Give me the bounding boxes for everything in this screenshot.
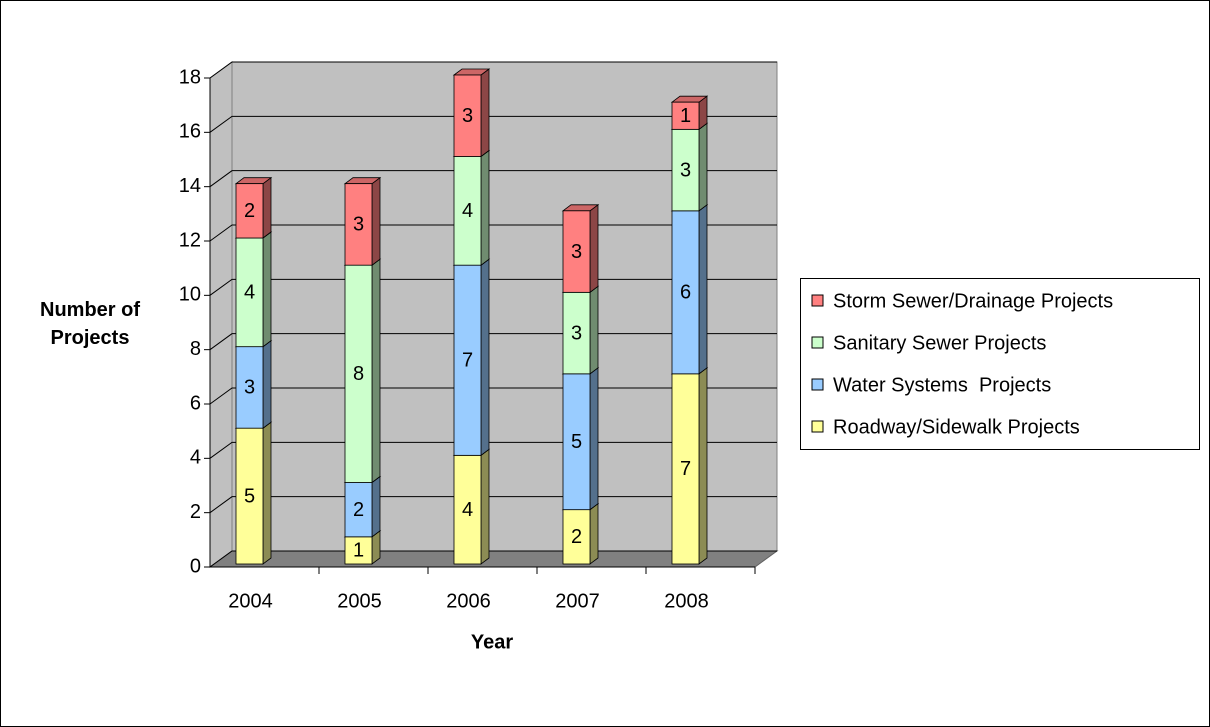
legend-label: Roadway/Sidewalk Projects — [833, 416, 1080, 438]
x-tick-label: 2007 — [555, 590, 600, 612]
bar-front — [562, 210, 591, 293]
legend-swatch — [811, 378, 824, 391]
x-tick-label: 2004 — [228, 590, 273, 612]
data-label: 1 — [680, 105, 691, 127]
bar-side — [589, 204, 599, 294]
bar-side — [698, 122, 708, 212]
y-tick-label: 4 — [190, 447, 201, 469]
data-label: 3 — [571, 241, 582, 263]
bar-side — [371, 258, 381, 484]
bar-front — [671, 101, 700, 130]
bar-front — [344, 536, 373, 565]
bar-front — [235, 346, 264, 429]
data-label: 2 — [571, 526, 582, 548]
bar-side — [262, 176, 272, 239]
y-tick-label: 8 — [190, 338, 201, 360]
legend-swatch — [811, 420, 824, 433]
side-wall — [209, 61, 233, 568]
bar-front — [344, 482, 373, 538]
data-label: 2 — [353, 499, 364, 521]
bar-front — [671, 373, 700, 565]
bar-side — [698, 367, 708, 565]
x-tick-label: 2005 — [337, 590, 382, 612]
bar-side — [589, 285, 599, 375]
bar-front — [671, 128, 700, 212]
data-label: 7 — [680, 458, 691, 480]
bar-side — [371, 176, 381, 266]
bar-segment — [670, 95, 709, 131]
y-tick-label: 6 — [190, 392, 201, 414]
grid-line — [209, 115, 777, 133]
bar-segment — [452, 68, 491, 158]
bar-front — [235, 427, 264, 565]
bar-front — [344, 264, 373, 483]
x-tick-label: 2006 — [446, 590, 491, 612]
data-label: 4 — [462, 499, 473, 521]
bar-side — [698, 204, 708, 375]
bar-segment — [561, 367, 600, 511]
bar-segment — [561, 204, 600, 294]
bar-front — [671, 210, 700, 375]
bar-side — [262, 231, 272, 348]
data-label: 3 — [680, 159, 691, 181]
bar-side — [262, 421, 272, 565]
bar-front — [235, 237, 264, 348]
bar-segment — [670, 367, 709, 565]
bar-side — [262, 339, 272, 429]
bar-segment — [343, 475, 382, 538]
bar-side — [589, 502, 599, 565]
data-label: 3 — [571, 322, 582, 344]
bar-side — [480, 149, 490, 266]
data-label: 4 — [462, 200, 473, 222]
legend-label: Water Systems Projects — [833, 374, 1051, 396]
legend-label: Storm Sewer/Drainage Projects — [833, 290, 1113, 312]
x-axis-label: Year — [471, 631, 513, 653]
bar-front — [453, 74, 482, 157]
bar-front — [344, 183, 373, 266]
x-tick-label: 2008 — [664, 590, 709, 612]
data-label: 3 — [462, 105, 473, 127]
data-label: 4 — [244, 282, 255, 304]
y-tick-label: 12 — [179, 229, 201, 251]
bar-front — [562, 373, 591, 511]
legend-swatch — [811, 336, 824, 349]
legend-label: Sanitary Sewer Projects — [833, 332, 1046, 354]
data-label: 2 — [244, 200, 255, 222]
y-tick-label: 10 — [179, 284, 201, 306]
bar-segment — [452, 448, 491, 565]
legend-box — [800, 278, 1200, 450]
data-label: 5 — [571, 431, 582, 453]
data-label: 5 — [244, 485, 255, 507]
grid-line — [209, 61, 777, 79]
data-label: 8 — [353, 363, 364, 385]
bar-segment — [234, 231, 273, 348]
data-label: 3 — [244, 377, 255, 399]
bar-segment — [343, 176, 382, 266]
y-tick-label: 14 — [179, 175, 201, 197]
data-label: 3 — [353, 214, 364, 236]
bar-segment — [452, 149, 491, 266]
bar-side — [480, 448, 490, 565]
bar-segment — [234, 176, 273, 239]
legend-swatch — [811, 294, 824, 307]
grid-line — [209, 170, 777, 188]
y-tick-label: 0 — [190, 555, 201, 577]
y-axis-label: Number of Projects — [40, 299, 140, 349]
bar-side — [480, 258, 490, 457]
y-tick-label: 18 — [179, 66, 201, 88]
bar-side — [589, 367, 599, 511]
data-label: 6 — [680, 282, 691, 304]
bar-front — [235, 183, 264, 239]
bar-side — [371, 475, 381, 538]
data-label: 7 — [462, 350, 473, 372]
y-tick-label: 16 — [179, 121, 201, 143]
bar-side — [480, 68, 490, 158]
bar-front — [453, 454, 482, 565]
data-label: 1 — [353, 540, 364, 562]
bar-front — [453, 264, 482, 456]
y-tick-label: 2 — [190, 501, 201, 523]
